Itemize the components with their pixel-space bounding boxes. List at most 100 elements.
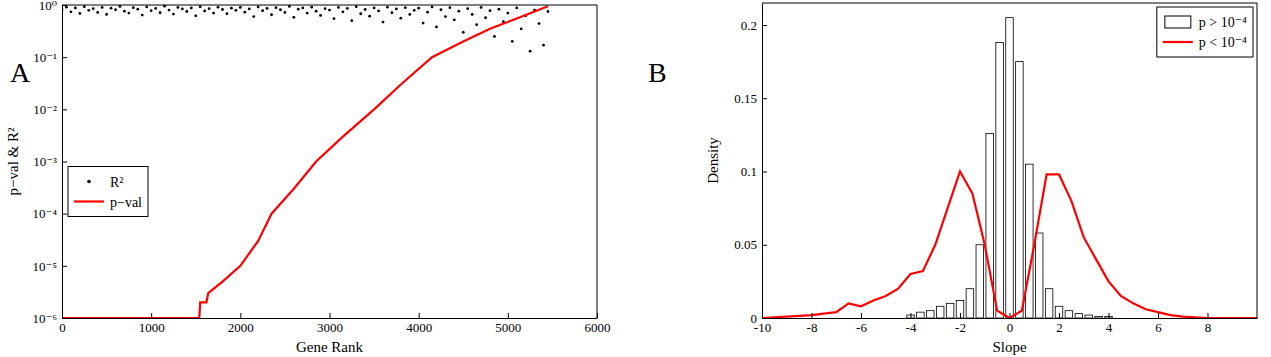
histogram-bar [1035, 233, 1043, 318]
legend: p > 10⁻⁴p < 10⁻⁴ [1157, 7, 1253, 57]
tick-mark [762, 245, 767, 246]
histogram-bar [927, 311, 935, 318]
scatter-point [542, 44, 545, 47]
panel-label: A [10, 57, 31, 88]
scatter-point [431, 5, 434, 8]
scatter-point [413, 9, 416, 12]
panel-label: B [648, 57, 667, 88]
y-axis-title: Density [705, 137, 721, 184]
tick-label: 10⁻¹ [33, 50, 57, 65]
scatter-point [422, 22, 425, 25]
tick-label: 1000 [139, 320, 165, 335]
histogram-bar [1075, 314, 1083, 318]
scatter-point [292, 16, 295, 19]
tick: 10⁰ [39, 0, 67, 13]
tick-label: 0.1 [741, 164, 757, 179]
tick: 10⁻⁵ [33, 258, 67, 273]
tick-label: 0.2 [741, 18, 757, 33]
tick-label: 2 [1056, 320, 1063, 335]
scatter-point [475, 23, 478, 26]
histogram-bar [1006, 18, 1014, 318]
tick: 0.05 [734, 237, 767, 252]
scatter-point [440, 8, 443, 11]
tick-mark [62, 318, 67, 319]
scatter-point [520, 27, 523, 30]
scatter-point [480, 6, 483, 9]
histogram-bar [1085, 315, 1093, 318]
histogram-bar [1065, 311, 1073, 318]
tick-label: 10⁻⁶ [33, 311, 57, 326]
scatter-point [391, 11, 394, 14]
tick-mark [960, 313, 961, 318]
legend-box [68, 167, 148, 217]
histogram-bar [917, 312, 925, 318]
scatter-point [208, 7, 211, 10]
tick: 3000 [317, 313, 343, 335]
scatter-point [168, 9, 171, 12]
scatter-point [203, 10, 206, 13]
scatter-point [538, 22, 541, 25]
tick: 0.1 [741, 164, 767, 179]
scatter-point [177, 6, 180, 9]
scatter-point [471, 13, 474, 16]
tick-mark [62, 109, 67, 110]
scatter-point [368, 15, 371, 18]
tick-mark [508, 313, 509, 318]
tick: 2000 [228, 313, 254, 335]
scatter-point [261, 9, 264, 12]
scatter-point [382, 21, 385, 24]
scatter-point [266, 7, 269, 10]
scatter-point [315, 10, 318, 13]
legend-label: R² [110, 175, 124, 190]
scatter-point [453, 18, 456, 21]
histogram-bar [966, 289, 974, 318]
scatter-point [78, 12, 81, 15]
tick-label: 4 [1106, 320, 1113, 335]
scatter-point [110, 7, 113, 10]
scatter-point [136, 8, 139, 11]
tick-mark [1109, 313, 1110, 318]
tick: 5000 [495, 313, 521, 335]
legend-marker [1165, 16, 1191, 28]
scatter-point [373, 6, 376, 9]
histogram-bar [956, 300, 964, 318]
scatter-point [230, 7, 233, 10]
scatter-point [150, 9, 153, 12]
y-axis: 10⁻⁶10⁻⁵10⁻⁴10⁻³10⁻²10⁻¹10⁰ [33, 0, 67, 326]
figure: 010002000300040005000600010⁻⁶10⁻⁵10⁻⁴10⁻… [0, 0, 1271, 357]
histogram-bar [1055, 306, 1063, 318]
scatter-point [132, 6, 135, 9]
scatter-point [484, 16, 487, 19]
tick: 10⁻⁶ [33, 311, 67, 326]
scatter-point [275, 6, 278, 9]
tick: 10⁻³ [33, 154, 67, 169]
tick: 1000 [139, 313, 165, 335]
scatter-point [74, 6, 77, 9]
tick-mark [151, 313, 152, 318]
frame [1257, 3, 1258, 318]
scatter-point [319, 14, 322, 17]
scatter-point [172, 13, 175, 16]
scatter-point [185, 10, 188, 13]
scatter-point [435, 26, 438, 29]
scatter-point [159, 11, 162, 14]
scatter-point [408, 13, 411, 16]
scatter-point [417, 7, 420, 10]
tick-label: 5000 [495, 320, 521, 335]
tick-mark [62, 214, 67, 215]
x-axis: -10-8-6-4-202468 [754, 313, 1258, 335]
tick-label: 2000 [228, 320, 254, 335]
tick: -8 [807, 313, 818, 335]
scatter-point [498, 8, 501, 11]
tick-label: 6000 [585, 320, 611, 335]
tick: 10⁻⁴ [33, 206, 67, 221]
tick-mark [62, 57, 67, 58]
tick-label: -2 [955, 320, 966, 335]
tick-label: 10⁻⁵ [33, 258, 57, 273]
tick: 10⁻¹ [33, 50, 67, 65]
scatter-point [252, 15, 255, 18]
scatter-point [83, 5, 86, 8]
legend-marker [74, 200, 104, 202]
tick-mark [762, 98, 767, 99]
plot-area [62, 5, 549, 318]
